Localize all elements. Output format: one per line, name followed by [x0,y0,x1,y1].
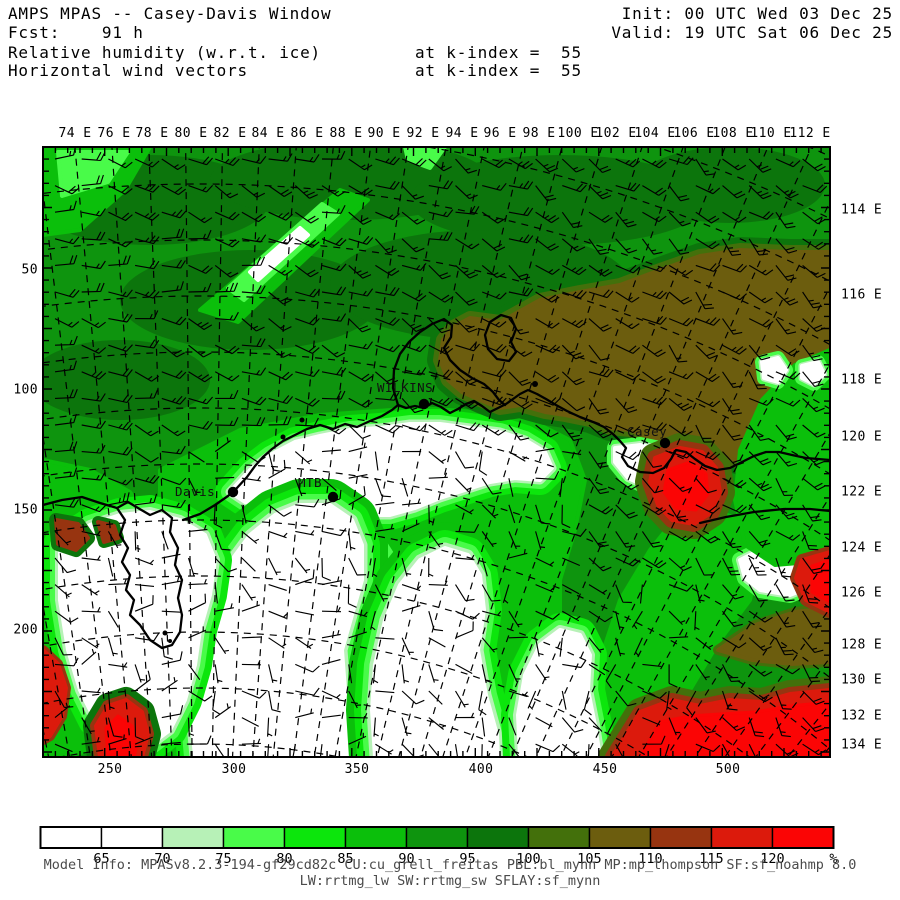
top-axis-label: 108 E [712,126,754,141]
right-axis-label: 132 E [841,708,883,724]
chart-title: AMPS MPAS -- Casey-Davis Window [8,4,332,23]
top-axis-label: 96 E [483,126,517,141]
colorbar-cell [344,826,408,849]
top-axis-label: 98 E [522,126,556,141]
colorbar-cell [710,826,774,849]
colorbar-frame [39,826,835,849]
colorbar-cell [771,826,835,849]
colorbar-tick-label: 120 [760,851,785,867]
physics-info: LW:rrtmg_lw SW:rrtmg_sw SFLAY:sf_mynn [299,873,601,889]
right-axis-label: 126 E [841,585,883,601]
right-axis-label: 114 E [841,202,883,218]
station-label: Davis [175,484,215,499]
colorbar-unit-label: % [829,851,838,867]
right-axis-label: 120 E [841,429,883,445]
station-dot [227,486,239,498]
top-axis-label: 106 E [673,126,715,141]
station-label: MTB [298,475,322,490]
colorbar-cell [527,826,591,849]
top-axis-label: 84 E [251,126,285,141]
left-axis-label: 50 [21,262,38,278]
valid-time: Valid: 19 UTC Sat 06 Dec 25 [611,23,893,42]
top-axis-label: 102 E [595,126,637,141]
left-axis-label: 150 [13,502,38,518]
colorbar-tick-label: 110 [638,851,663,867]
bottom-axis-label: 500 [715,762,741,777]
colorbar-tick-label: 90 [398,851,415,867]
colorbar-tick-label: 85 [337,851,354,867]
right-axis-label: 128 E [841,637,883,653]
station-label: Casey [627,424,667,439]
top-axis-label: 82 E [213,126,247,141]
field-name-2: Horizontal wind vectors [8,61,248,80]
bottom-axis-label: 300 [221,762,247,777]
right-axis-label: 118 E [841,372,883,388]
bottom-axis-label: 350 [344,762,370,777]
wind-barbs-layer [54,147,828,757]
colorbar-tick-label: 65 [93,851,110,867]
station-dot [418,398,430,410]
colorbar-tick-label: 100 [516,851,541,867]
colorbar-cell [466,826,530,849]
top-axis-label: 78 E [135,126,169,141]
field-name-1: Relative humidity (w.r.t. ice) [8,43,321,62]
right-axis-label: 134 E [841,737,883,753]
top-axis-label: 104 E [634,126,676,141]
top-axis-label: 88 E [329,126,363,141]
right-axis-label: 122 E [841,484,883,500]
colorbar-cell [39,826,103,849]
map-frame [42,146,831,758]
top-axis-label: 74 E [58,126,92,141]
colorbar-tick-label: 105 [577,851,602,867]
right-axis-label: 130 E [841,672,883,688]
top-axis-label: 86 E [290,126,324,141]
top-axis-label: 80 E [174,126,208,141]
init-time: Init: 00 UTC Wed 03 Dec 25 [621,4,893,23]
colorbar [39,826,835,849]
bottom-axis-label: 250 [97,762,123,777]
station-dot [327,491,339,503]
top-axis-label: 110 E [750,126,792,141]
colorbar-tick-label: 70 [154,851,171,867]
left-axis-label: 100 [13,382,38,398]
left-axis-label: 200 [13,622,38,638]
colorbar-cell [649,826,713,849]
frame-ticks [42,146,830,757]
colorbar-tick-label: 95 [459,851,476,867]
top-axis-label: 76 E [97,126,131,141]
station-dot [659,437,671,449]
top-axis-label: 112 E [789,126,831,141]
top-axis-label: 94 E [445,126,479,141]
colorbar-cell [405,826,469,849]
level-text-2: at k-index = 55 [415,61,582,80]
station-label: WILKINS [377,380,433,395]
colorbar-cell [588,826,652,849]
colorbar-cell [283,826,347,849]
level-text-1: at k-index = 55 [415,43,582,62]
right-axis-label: 116 E [841,287,883,303]
forecast-hour: Fcst: 91 h [8,23,144,42]
top-axis-label: 100 E [557,126,599,141]
colorbar-tick-label: 115 [699,851,724,867]
colorbar-tick-label: 75 [215,851,232,867]
bottom-axis-label: 400 [468,762,494,777]
colorbar-cell [222,826,286,849]
coastline-layer [43,313,830,650]
colorbar-tick-label: 80 [276,851,293,867]
top-axis-label: 90 E [367,126,401,141]
top-axis-label: 92 E [406,126,440,141]
right-axis-label: 124 E [841,540,883,556]
model-info: Model Info: MPASv8.2.3-194-gf29cd82c CU:… [43,857,857,873]
colorbar-cell [161,826,225,849]
colorbar-cell [100,826,164,849]
bottom-axis-label: 450 [592,762,618,777]
